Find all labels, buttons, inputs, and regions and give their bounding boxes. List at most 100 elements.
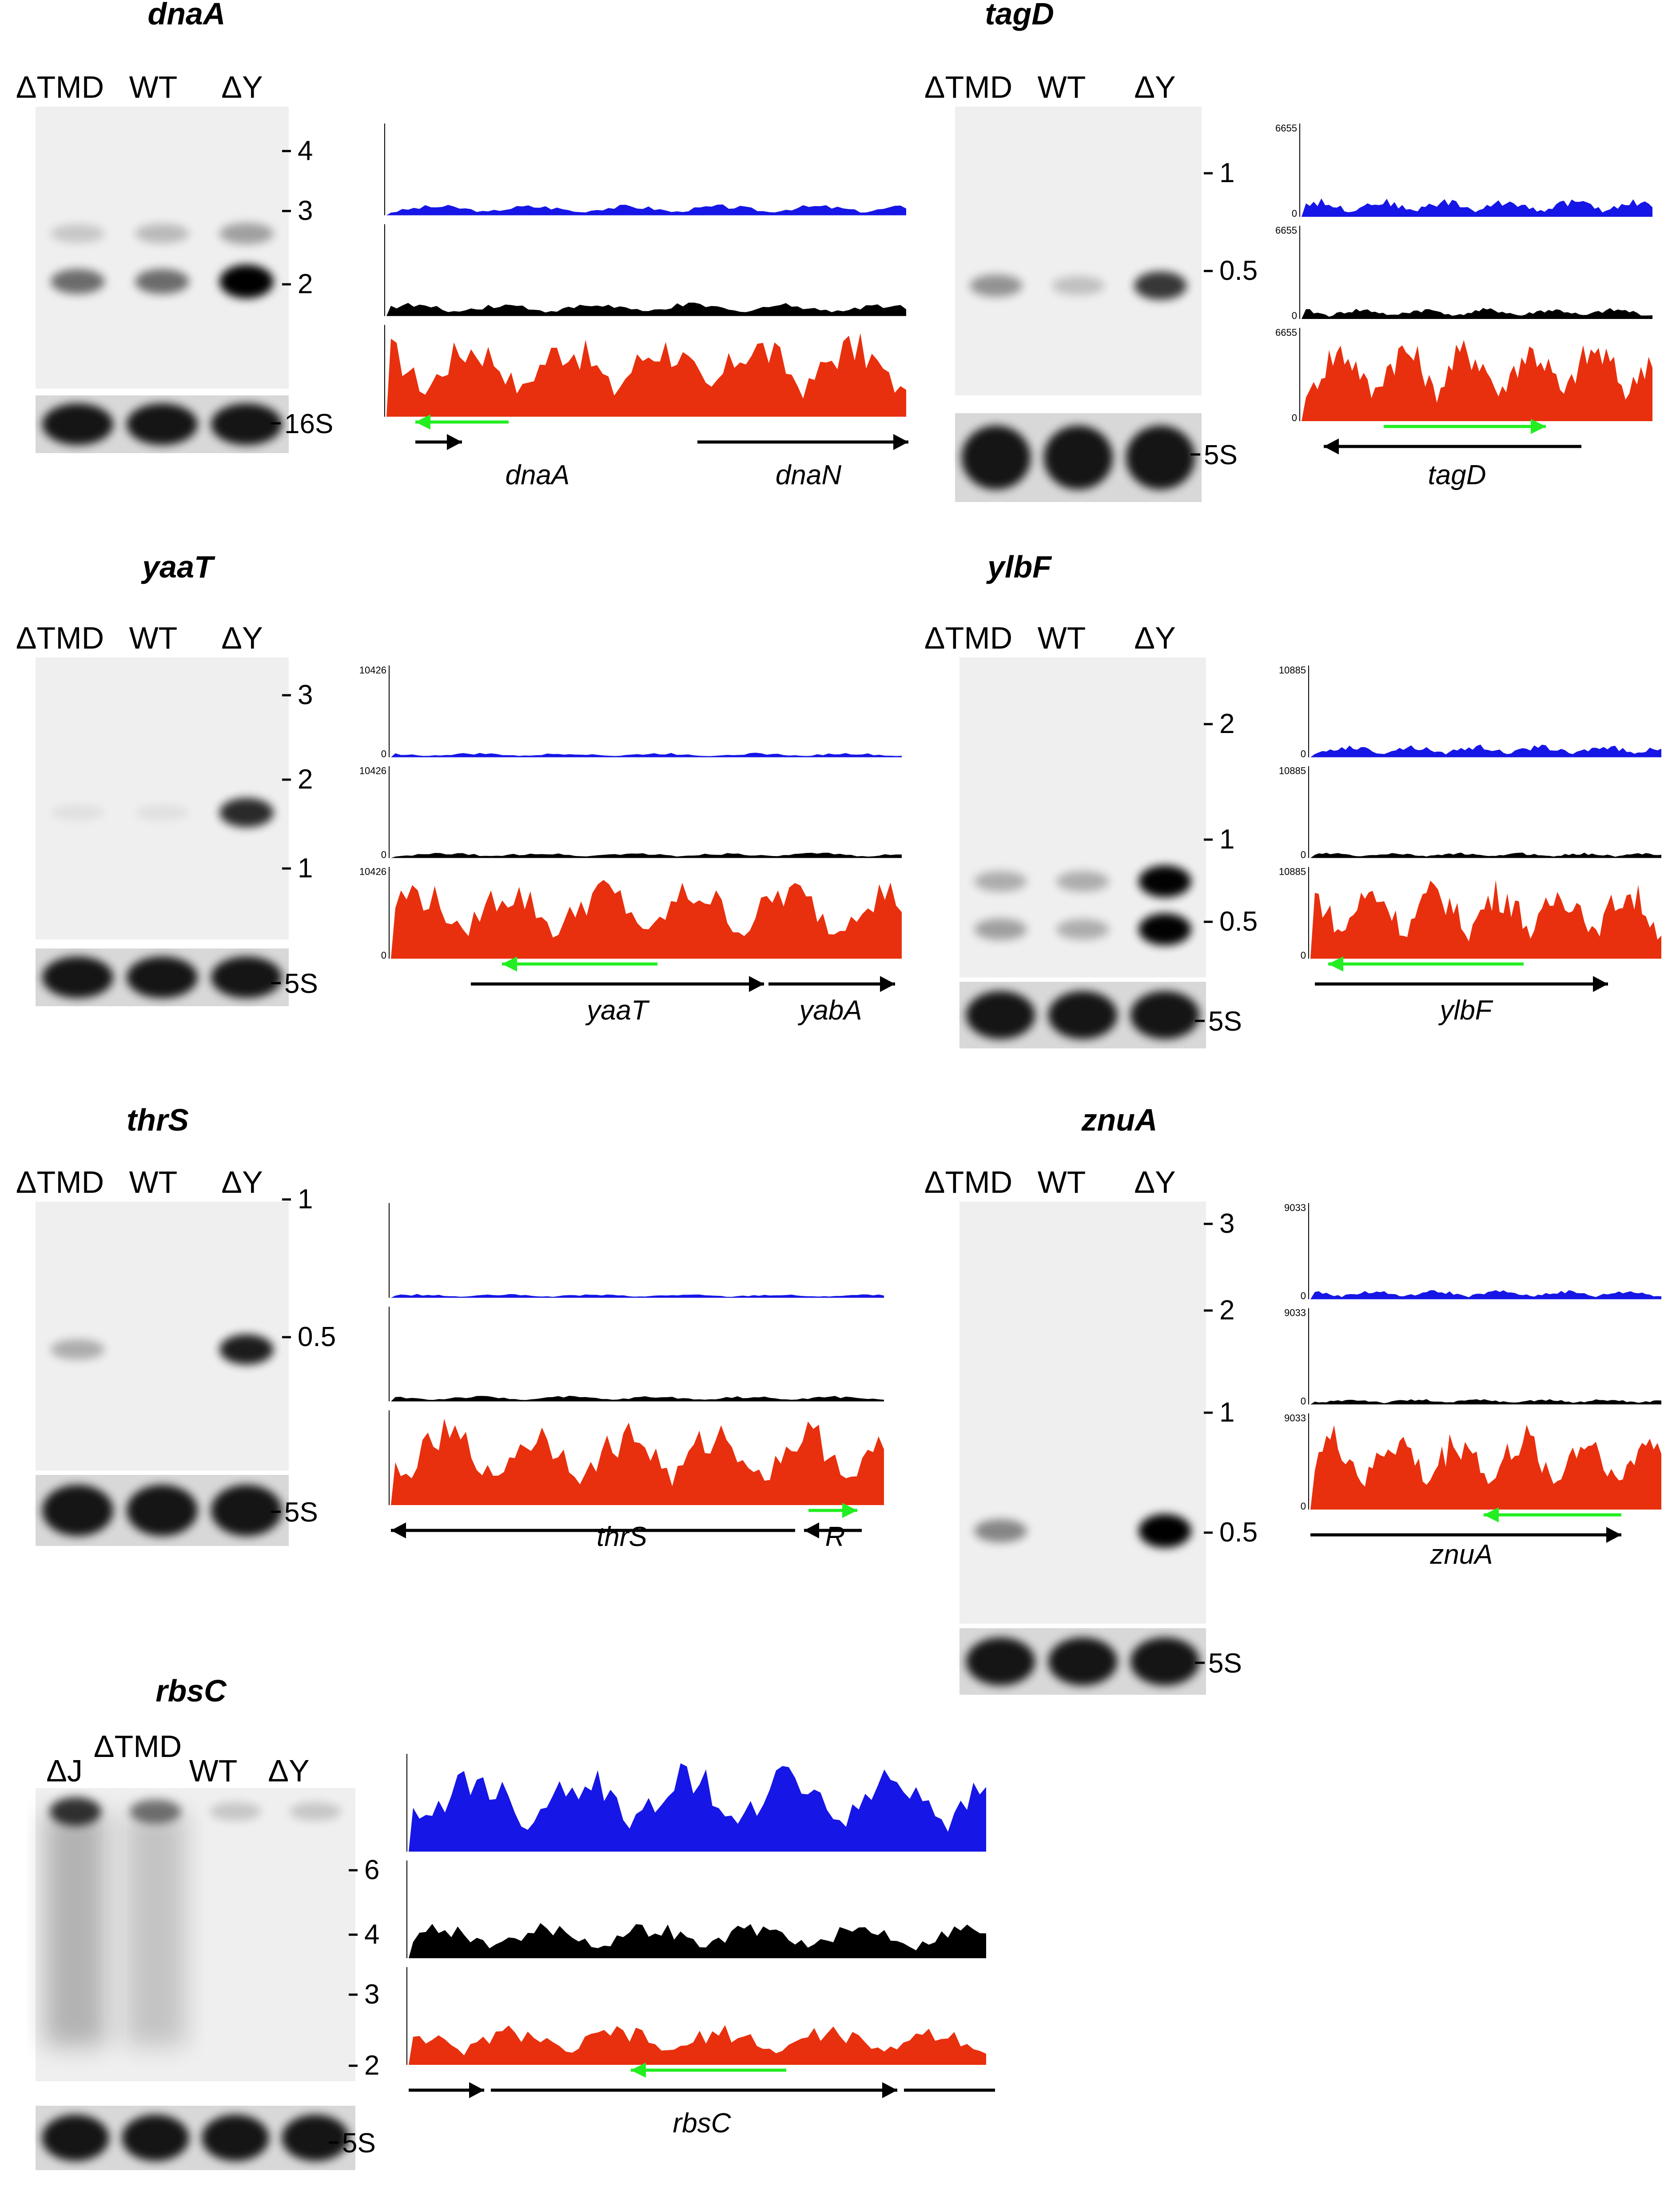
track-scale-zero: 0 <box>1301 1395 1306 1406</box>
lane-label: ΔY <box>1134 621 1175 655</box>
lane-label: WT <box>129 1165 178 1199</box>
loading-control-image <box>36 948 289 1006</box>
coverage-tracks <box>389 1203 884 1505</box>
coverage-trace <box>409 1763 986 1852</box>
loading-control-image <box>959 1628 1206 1695</box>
track-scale-max: 10885 <box>1279 665 1306 676</box>
coverage-trace <box>391 1294 884 1298</box>
control-band <box>122 2115 189 2161</box>
blot-band <box>1139 913 1191 945</box>
blot-band <box>970 275 1023 297</box>
control-band <box>127 1485 198 1536</box>
northern-blot-image <box>36 657 289 940</box>
coverage-trace <box>1302 340 1652 421</box>
coverage-trace <box>391 880 902 959</box>
control-band <box>202 2115 269 2161</box>
track-scale-max: 10426 <box>359 866 386 877</box>
arrowhead <box>749 976 764 992</box>
blot-band <box>51 804 105 821</box>
arrowhead <box>447 434 462 450</box>
gene-label: dnaN <box>776 460 841 490</box>
control-band <box>42 1485 113 1536</box>
size-marker: 2 <box>1219 709 1234 739</box>
panel-title: rbsC <box>155 1673 227 1708</box>
control-band <box>966 1637 1035 1685</box>
control-label: 5S <box>1204 440 1238 470</box>
lane-label: WT <box>129 621 178 655</box>
lane-label: WT <box>189 1753 238 1788</box>
coverage-tracks: 10885 0 10885 0 10885 0 <box>1279 665 1661 961</box>
blot-band <box>51 224 105 243</box>
blot-smear <box>45 1811 106 2046</box>
lane-label: ΔJ <box>46 1753 83 1788</box>
control-band <box>282 2115 349 2161</box>
control-band <box>1048 991 1118 1039</box>
arrowhead <box>1328 956 1343 972</box>
gene-label: yabA <box>797 995 862 1026</box>
northern-blot-image <box>36 1202 289 1470</box>
blot-band <box>51 1339 105 1360</box>
blot-band <box>210 1802 261 1821</box>
arrowhead <box>842 1503 857 1518</box>
size-marker: 6 <box>364 1855 379 1885</box>
lane-label: ΔY <box>1134 70 1175 104</box>
control-band <box>211 1485 282 1536</box>
loading-control-image <box>959 982 1206 1048</box>
control-band <box>1048 1637 1118 1685</box>
track-scale-zero: 0 <box>381 950 386 961</box>
panel-ylbF: ylbF ΔTMD WT ΔY 2 1 0.5 5S 10885 0 10885 0 10885 0 ylb… <box>924 550 1661 1048</box>
coverage-tracks: 10426 0 10426 0 10426 0 <box>359 665 902 961</box>
panel-title: ylbF <box>986 550 1052 584</box>
gene-label: ylbF <box>1438 995 1493 1026</box>
panel-tagD: tagD ΔTMD WT ΔY 1 0.5 5S 6655 0 6655 0 6655 0 tagD <box>924 0 1652 502</box>
coverage-trace <box>1310 745 1661 757</box>
coverage-trace <box>409 1923 986 1958</box>
blot-band <box>51 269 105 294</box>
coverage-trace <box>386 204 906 215</box>
coverage-tracks <box>384 123 906 417</box>
size-marker: 2 <box>298 764 313 795</box>
control-band <box>42 2115 109 2161</box>
blot-band <box>219 1334 274 1365</box>
arrowhead <box>391 1522 406 1538</box>
control-band <box>1130 1637 1200 1685</box>
coverage-trace <box>1302 198 1652 217</box>
lane-label: WT <box>1038 70 1086 104</box>
lane-label: ΔY <box>221 70 263 104</box>
coverage-trace <box>386 303 906 316</box>
coverage-trace <box>1310 1425 1661 1510</box>
lane-label: WT <box>1038 1165 1086 1199</box>
size-marker: 2 <box>298 269 313 299</box>
arrowhead <box>415 414 430 430</box>
control-label: 5S <box>284 968 318 999</box>
blot-band <box>1052 276 1105 295</box>
track-scale-max: 9033 <box>1284 1412 1306 1423</box>
panel-dnaA: dnaA ΔTMD WT ΔY 4 3 2 16S dnaA dnaN <box>16 0 908 490</box>
track-scale-max: 6655 <box>1275 123 1297 134</box>
panel-yaaT: yaaT ΔTMD WT ΔY 3 2 1 5S 10426 0 10426 0 10426 0 yaaT y… <box>16 550 902 1026</box>
gene-label: yaaT <box>585 995 650 1026</box>
track-scale-zero: 0 <box>1301 1501 1306 1512</box>
size-marker: 2 <box>1219 1295 1234 1326</box>
arrowhead <box>880 976 895 992</box>
lane-label: ΔTMD <box>16 70 104 104</box>
blot-band <box>1056 919 1109 940</box>
lane-label: ΔTMD <box>16 621 104 655</box>
control-label: 5S <box>1208 1648 1242 1679</box>
control-label: 5S <box>1208 1006 1242 1037</box>
panel-title: tagD <box>985 0 1054 31</box>
blot-band <box>219 798 274 828</box>
panel-thrS: thrS ΔTMD WT ΔY 1 0.5 5S thrS R <box>16 1103 884 1552</box>
arrowhead <box>1531 419 1546 434</box>
coverage-tracks: 9033 0 9033 0 9033 0 <box>1284 1202 1661 1512</box>
lane-label: WT <box>1038 621 1086 655</box>
loading-control-image <box>36 395 289 453</box>
arrowhead <box>631 2063 646 2078</box>
track-scale-max: 10426 <box>359 665 386 676</box>
coverage-tracks <box>406 1754 986 2065</box>
track-scale-zero: 0 <box>381 849 386 860</box>
blot-band <box>135 223 189 243</box>
control-band <box>42 956 113 998</box>
coverage-trace <box>391 1395 884 1402</box>
